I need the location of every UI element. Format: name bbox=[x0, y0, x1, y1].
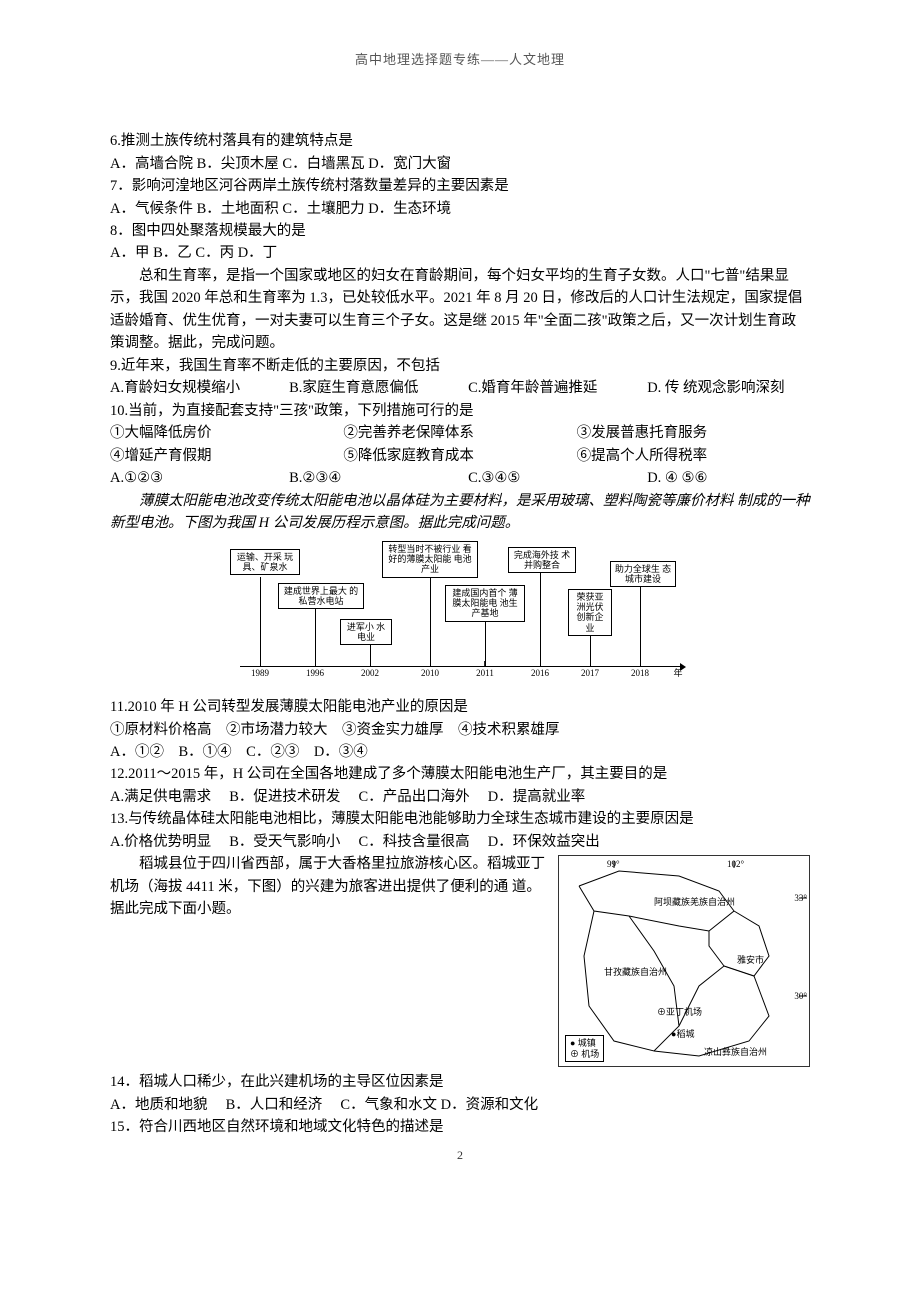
tl-box-5: 建成国内首个 薄膜太阳能电 池生产基地 bbox=[445, 585, 525, 622]
q11-stem: 11.2010 年 H 公司转型发展薄膜太阳能电池产业的原因是 bbox=[110, 696, 810, 718]
tl-box-2: 建成世界上最大 的私营水电站 bbox=[278, 583, 364, 610]
q12-options: A.满足供电需求 B．促进技术研发 C．产品出口海外 D．提高就业率 bbox=[110, 786, 810, 808]
map-ganzi: 甘孜藏族自治州 bbox=[604, 966, 667, 980]
timeline-figure: 1989 1996 2002 2010 2011 2016 2017 2018 … bbox=[110, 541, 810, 688]
q14-stem: 14．稻城人口稀少，在此兴建机场的主导区位因素是 bbox=[110, 1071, 810, 1093]
tl-tick-1: 1996 bbox=[306, 668, 324, 678]
tl-tick-6: 2017 bbox=[581, 668, 599, 678]
q10-choices-2: ④增延产育假期 ⑤降低家庭教育成本 ⑥提高个人所得税率 bbox=[110, 445, 810, 467]
q10-opt-c: C.③④⑤ bbox=[468, 467, 647, 489]
q11-choices: ①原材料价格高 ②市场潜力较大 ③资金实力雄厚 ④技术积累雄厚 bbox=[110, 719, 810, 741]
map-lon102: 102° bbox=[727, 858, 744, 872]
map-legend-airport: ⊕ 机场 bbox=[570, 1049, 599, 1060]
tl-tick-0: 1989 bbox=[251, 668, 269, 678]
tl-tick-5: 2016 bbox=[531, 668, 549, 678]
document-page: 高中地理选择题专练——人文地理 6.推测土族传统村落具有的建筑特点是 A．高墙合… bbox=[0, 0, 920, 1179]
tl-box-6: 完成海外技 术并购整合 bbox=[508, 547, 576, 574]
passage-3-pre: 稻城县位于四川省西部，属于大香格里拉旅游核心区。稻城亚丁机场（海拔 4411 米… bbox=[110, 856, 545, 894]
q14-options: A．地质和地貌 B．人口和经济 C．气象和水文 D．资源和文化 bbox=[110, 1094, 810, 1116]
tl-tick-4: 2011 bbox=[476, 668, 494, 678]
q13-options: A.价格优势明显 B．受天气影响小 C．科技含量很高 D．环保效益突出 bbox=[110, 831, 810, 853]
q10-opt-b: B.②③④ bbox=[289, 467, 468, 489]
q10-options: A.①②③ B.②③④ C.③④⑤ D. ④ ⑤⑥ bbox=[110, 467, 810, 489]
q10-opt-d: D. ④ ⑤⑥ bbox=[647, 467, 810, 489]
q9-opt-d: D. 传 统观念影响深刻 bbox=[647, 377, 810, 399]
q15-stem: 15．符合川西地区自然环境和地域文化特色的描述是 bbox=[110, 1116, 810, 1138]
page-header: 高中地理选择题专练——人文地理 bbox=[110, 50, 810, 70]
q10-c1: ①大幅降低房价 bbox=[110, 422, 343, 444]
q8-stem: 8．图中四处聚落规模最大的是 bbox=[110, 220, 810, 242]
q9-stem: 9.近年来，我国生育率不断走低的主要原因，不包括 bbox=[110, 355, 810, 377]
map-liangshan: 凉山彝族自治州 bbox=[704, 1046, 767, 1060]
q9-opt-b: B.家庭生育意愿偏低 bbox=[289, 377, 468, 399]
tl-box-1: 运输、开采 玩具、矿泉水 bbox=[230, 549, 300, 576]
map-daocheng: ●稻城 bbox=[671, 1028, 694, 1042]
q13-stem: 13.与传统晶体硅太阳能电池相比，薄膜太阳能电池能够助力全球生态城市建设的主要原… bbox=[110, 808, 810, 830]
q7-options: A．气候条件 B．土地面积 C．土壤肥力 D．生态环境 bbox=[110, 198, 810, 220]
map-legend-town: ● 城镇 bbox=[570, 1038, 599, 1049]
tl-tick-2: 2002 bbox=[361, 668, 379, 678]
q10-opt-a: A.①②③ bbox=[110, 467, 289, 489]
q10-c2: ②完善养老保障体系 bbox=[343, 422, 576, 444]
q11-options: A．①② B．①④ C．②③ D．③④ bbox=[110, 741, 810, 763]
q10-choices-1: ①大幅降低房价 ②完善养老保障体系 ③发展普惠托育服务 bbox=[110, 422, 810, 444]
passage-3-block: 99° 102° 33° 30° 阿坝藏族羌族自治州 甘孜藏族自治州 雅安市 ⊕… bbox=[110, 853, 810, 1071]
page-number: 2 bbox=[0, 1146, 920, 1165]
map-yaan: 雅安市 bbox=[737, 954, 764, 968]
q9-opt-a: A.育龄妇女规模缩小 bbox=[110, 377, 289, 399]
q6-stem: 6.推测土族传统村落具有的建筑特点是 bbox=[110, 130, 810, 152]
map-aba: 阿坝藏族羌族自治州 bbox=[654, 896, 735, 910]
q8-options: A．甲 B．乙 C．丙 D．丁 bbox=[110, 242, 810, 264]
map-figure: 99° 102° 33° 30° 阿坝藏族羌族自治州 甘孜藏族自治州 雅安市 ⊕… bbox=[558, 855, 810, 1067]
q6-options: A．高墙合院 B．尖顶木屋 C．白墙黑瓦 D．宽门大窗 bbox=[110, 153, 810, 175]
q10-c3: ③发展普惠托育服务 bbox=[577, 422, 810, 444]
tl-tick-8: 年 bbox=[673, 668, 682, 678]
q10-c6: ⑥提高个人所得税率 bbox=[577, 445, 810, 467]
tl-box-4: 转型当时不被行业 看好的薄膜太阳能 电池产业 bbox=[382, 541, 478, 578]
map-lon99: 99° bbox=[607, 858, 620, 872]
q9-options: A.育龄妇女规模缩小 B.家庭生育意愿偏低 C.婚育年龄普遍推延 D. 传 统观… bbox=[110, 377, 810, 399]
q9-opt-c: C.婚育年龄普遍推延 bbox=[468, 377, 647, 399]
q12-stem: 12.2011～2015 年，H 公司在全国各地建成了多个薄膜太阳能电池生产厂，… bbox=[110, 763, 810, 785]
passage-1: 总和生育率，是指一个国家或地区的妇女在育龄期间，每个妇女平均的生育子女数。人口"… bbox=[110, 265, 810, 355]
q10-c4: ④增延产育假期 bbox=[110, 445, 343, 467]
map-yading: ⊕亚丁机场 bbox=[657, 1006, 702, 1020]
q10-stem: 10.当前，为直接配套支持"三孩"政策，下列措施可行的是 bbox=[110, 400, 810, 422]
tl-tick-7: 2018 bbox=[631, 668, 649, 678]
tl-tick-3: 2010 bbox=[421, 668, 439, 678]
map-lat30: 30° bbox=[794, 990, 807, 1004]
tl-box-8: 助力全球生 态城市建设 bbox=[610, 561, 676, 588]
tl-box-3: 进军小 水电业 bbox=[340, 619, 392, 646]
passage-2: 薄膜太阳能电池改变传统太阳能电池以晶体硅为主要材料，是采用玻璃、塑料陶瓷等廉价材… bbox=[110, 490, 810, 535]
q10-c5: ⑤降低家庭教育成本 bbox=[343, 445, 576, 467]
q7-stem: 7．影响河湟地区河谷两岸土族传统村落数量差异的主要因素是 bbox=[110, 175, 810, 197]
map-lat33: 33° bbox=[794, 892, 807, 906]
tl-box-7: 荣获亚 洲光伏 创新企 业 bbox=[568, 589, 612, 636]
